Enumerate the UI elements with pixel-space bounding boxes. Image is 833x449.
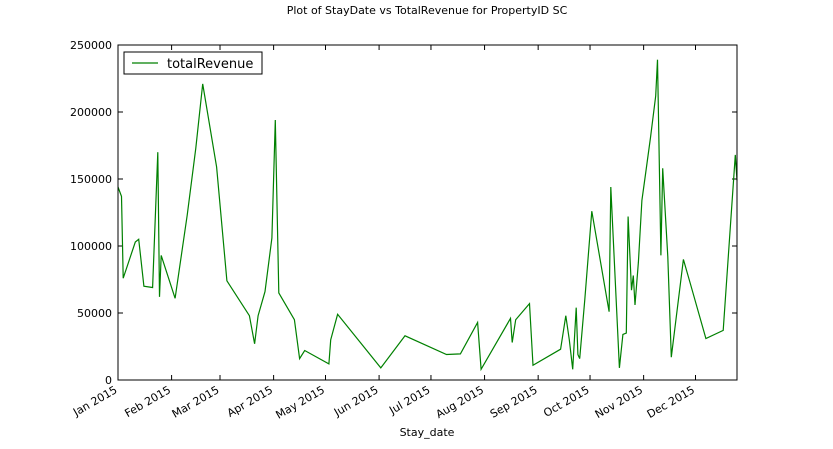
legend-box: [123, 51, 263, 75]
x-tick-label: Feb 2015: [122, 383, 173, 420]
x-axis-label: Stay_date: [400, 426, 455, 439]
plot-frame: [117, 44, 738, 381]
x-tick-label: Nov 2015: [593, 383, 645, 421]
x-tick-label: Apr 2015: [225, 383, 275, 420]
y-tick-label: 150000: [70, 173, 112, 186]
x-tick-label: Sep 2015: [488, 383, 540, 420]
x-tick-label: Jun 2015: [331, 383, 381, 419]
y-tick-label: 100000: [70, 240, 112, 253]
x-tick-label: Aug 2015: [434, 383, 486, 421]
y-tick-label: 0: [105, 374, 112, 387]
x-tick-label: Jan 2015: [70, 383, 119, 419]
y-tick-label: 50000: [77, 307, 112, 320]
x-tick-label: May 2015: [274, 383, 327, 421]
y-tick-label: 250000: [70, 39, 112, 52]
chart-title: Plot of StayDate vs TotalRevenue for Pro…: [287, 4, 568, 17]
x-tick-label: Jul 2015: [386, 383, 432, 417]
series-line: [117, 59, 738, 372]
y-tick-label: 200000: [70, 106, 112, 119]
x-tick-label: Oct 2015: [541, 383, 591, 420]
x-tick-label: Mar 2015: [170, 383, 222, 420]
x-tick-label: Dec 2015: [645, 383, 697, 421]
legend-label: totalRevenue: [167, 57, 253, 72]
